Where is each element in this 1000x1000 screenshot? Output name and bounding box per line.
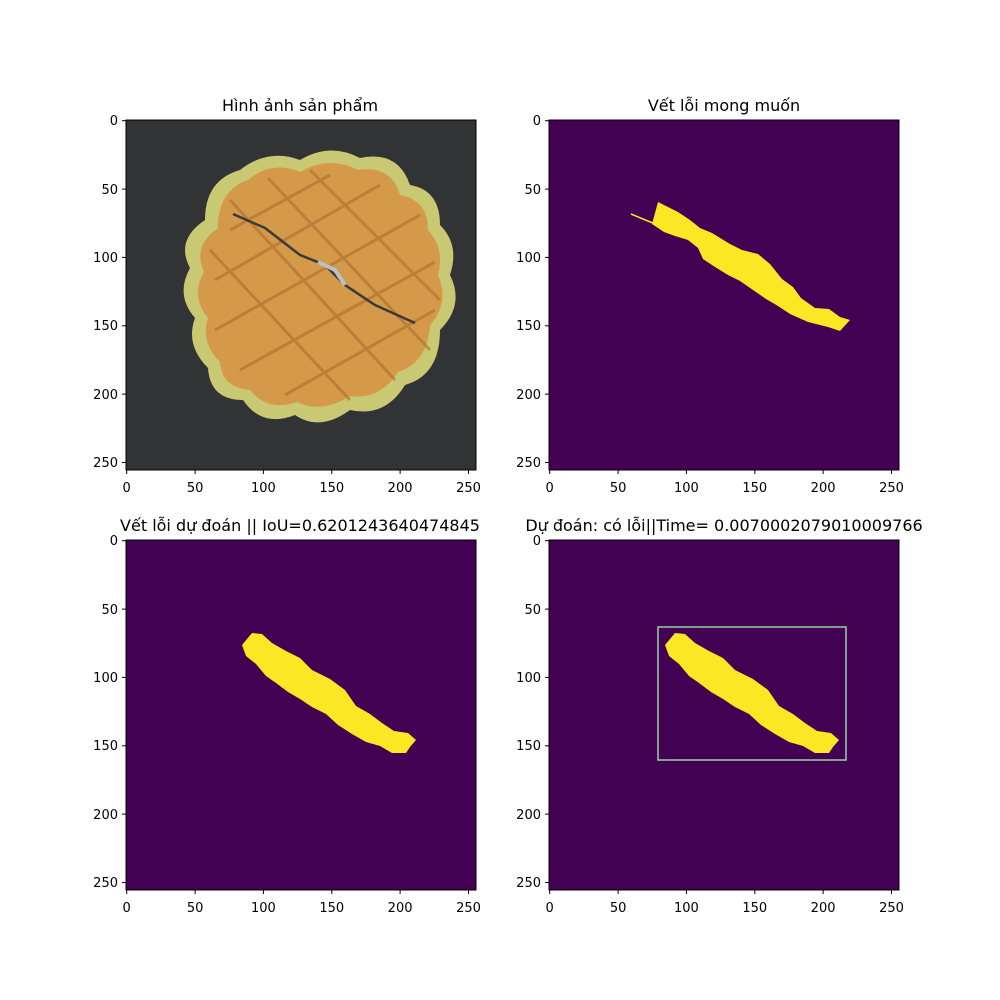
y-tick-label: 200	[516, 388, 541, 403]
panel-title: Vết lỗi dự đoán || IoU=0.620124364047484…	[120, 516, 480, 535]
x-axis: 0 50 100 150 200 250	[123, 470, 481, 496]
y-tick-label: 200	[93, 388, 118, 403]
x-tick-label: 150	[319, 481, 344, 496]
x-tick-label: 250	[456, 481, 481, 496]
y-tick-label: 50	[101, 603, 118, 618]
y-tick-label: 50	[524, 603, 541, 618]
panel-predicted-defect: Vết lỗi dự đoán || IoU=0.620124364047484…	[93, 516, 481, 916]
x-tick-label: 250	[879, 901, 904, 916]
waffle-grid	[208, 168, 442, 402]
mask-background	[549, 540, 899, 890]
y-tick-label: 50	[101, 183, 118, 198]
x-tick-label: 0	[123, 481, 131, 496]
x-tick-label: 250	[879, 481, 904, 496]
x-tick-label: 200	[388, 901, 413, 916]
y-axis: 0 50 100 150 200 250	[93, 114, 126, 471]
panel-title: Vết lỗi mong muốn	[648, 96, 800, 115]
mask-background	[126, 540, 476, 890]
crack-highlight	[317, 260, 347, 287]
x-tick-label: 100	[674, 481, 699, 496]
axes-frame	[125, 119, 477, 471]
y-tick-label: 150	[516, 319, 541, 334]
x-tick-label: 0	[546, 481, 554, 496]
panel-title: Dự đoán: có lỗi||Time= 0.007000207901000…	[525, 516, 922, 535]
waffle-body	[197, 162, 443, 407]
y-tick-label: 200	[516, 808, 541, 823]
y-tick-label: 50	[524, 183, 541, 198]
y-tick-label: 100	[516, 251, 541, 266]
bounding-box	[657, 626, 847, 761]
y-tick-label: 0	[533, 534, 541, 549]
x-tick-label: 50	[187, 481, 204, 496]
x-tick-label: 50	[187, 901, 204, 916]
y-axis: 0 50 100 150 200 250	[516, 534, 549, 891]
x-tick-label: 0	[546, 901, 554, 916]
y-tick-label: 150	[516, 739, 541, 754]
mask-background	[549, 120, 899, 470]
x-tick-label: 50	[610, 481, 627, 496]
x-tick-label: 50	[610, 901, 627, 916]
y-tick-label: 250	[93, 876, 118, 891]
x-axis: 0 50 100 150 200 250	[123, 890, 481, 916]
panel-title: Hình ảnh sản phẩm	[222, 96, 378, 115]
x-tick-label: 150	[319, 901, 344, 916]
x-tick-label: 100	[674, 901, 699, 916]
x-axis: 0 50 100 150 200 250	[546, 890, 904, 916]
x-tick-label: 250	[456, 901, 481, 916]
x-tick-label: 150	[742, 901, 767, 916]
y-tick-label: 250	[516, 876, 541, 891]
x-tick-label: 100	[251, 481, 276, 496]
defect-mask	[242, 633, 416, 753]
x-tick-label: 200	[811, 481, 836, 496]
y-tick-label: 100	[93, 671, 118, 686]
x-tick-label: 0	[123, 901, 131, 916]
y-tick-label: 100	[516, 671, 541, 686]
x-tick-label: 200	[388, 481, 413, 496]
axes-frame	[125, 539, 477, 891]
x-tick-label: 150	[742, 481, 767, 496]
x-axis: 0 50 100 150 200 250	[546, 470, 904, 496]
y-tick-label: 0	[110, 114, 118, 129]
y-axis: 0 50 100 150 200 250	[516, 114, 549, 471]
axes-frame	[548, 119, 900, 471]
y-tick-label: 250	[516, 456, 541, 471]
panel-expected-defect: Vết lỗi mong muốn 0 50 100 150 200 250	[516, 96, 904, 496]
y-tick-label: 200	[93, 808, 118, 823]
panel-prediction-result: Dự đoán: có lỗi||Time= 0.007000207901000…	[516, 516, 923, 916]
image-area	[126, 120, 476, 470]
x-tick-label: 100	[251, 901, 276, 916]
y-tick-label: 0	[110, 534, 118, 549]
x-tick-label: 200	[811, 901, 836, 916]
defect-mask	[652, 202, 850, 331]
y-tick-label: 150	[93, 319, 118, 334]
axes-frame	[548, 539, 900, 891]
y-tick-label: 150	[93, 739, 118, 754]
defect-mask	[665, 633, 839, 753]
y-tick-label: 250	[93, 456, 118, 471]
y-tick-label: 0	[533, 114, 541, 129]
panel-product-image: Hình ảnh sản phẩm	[93, 96, 481, 496]
y-axis: 0 50 100 150 200 250	[93, 534, 126, 891]
y-tick-label: 100	[93, 251, 118, 266]
